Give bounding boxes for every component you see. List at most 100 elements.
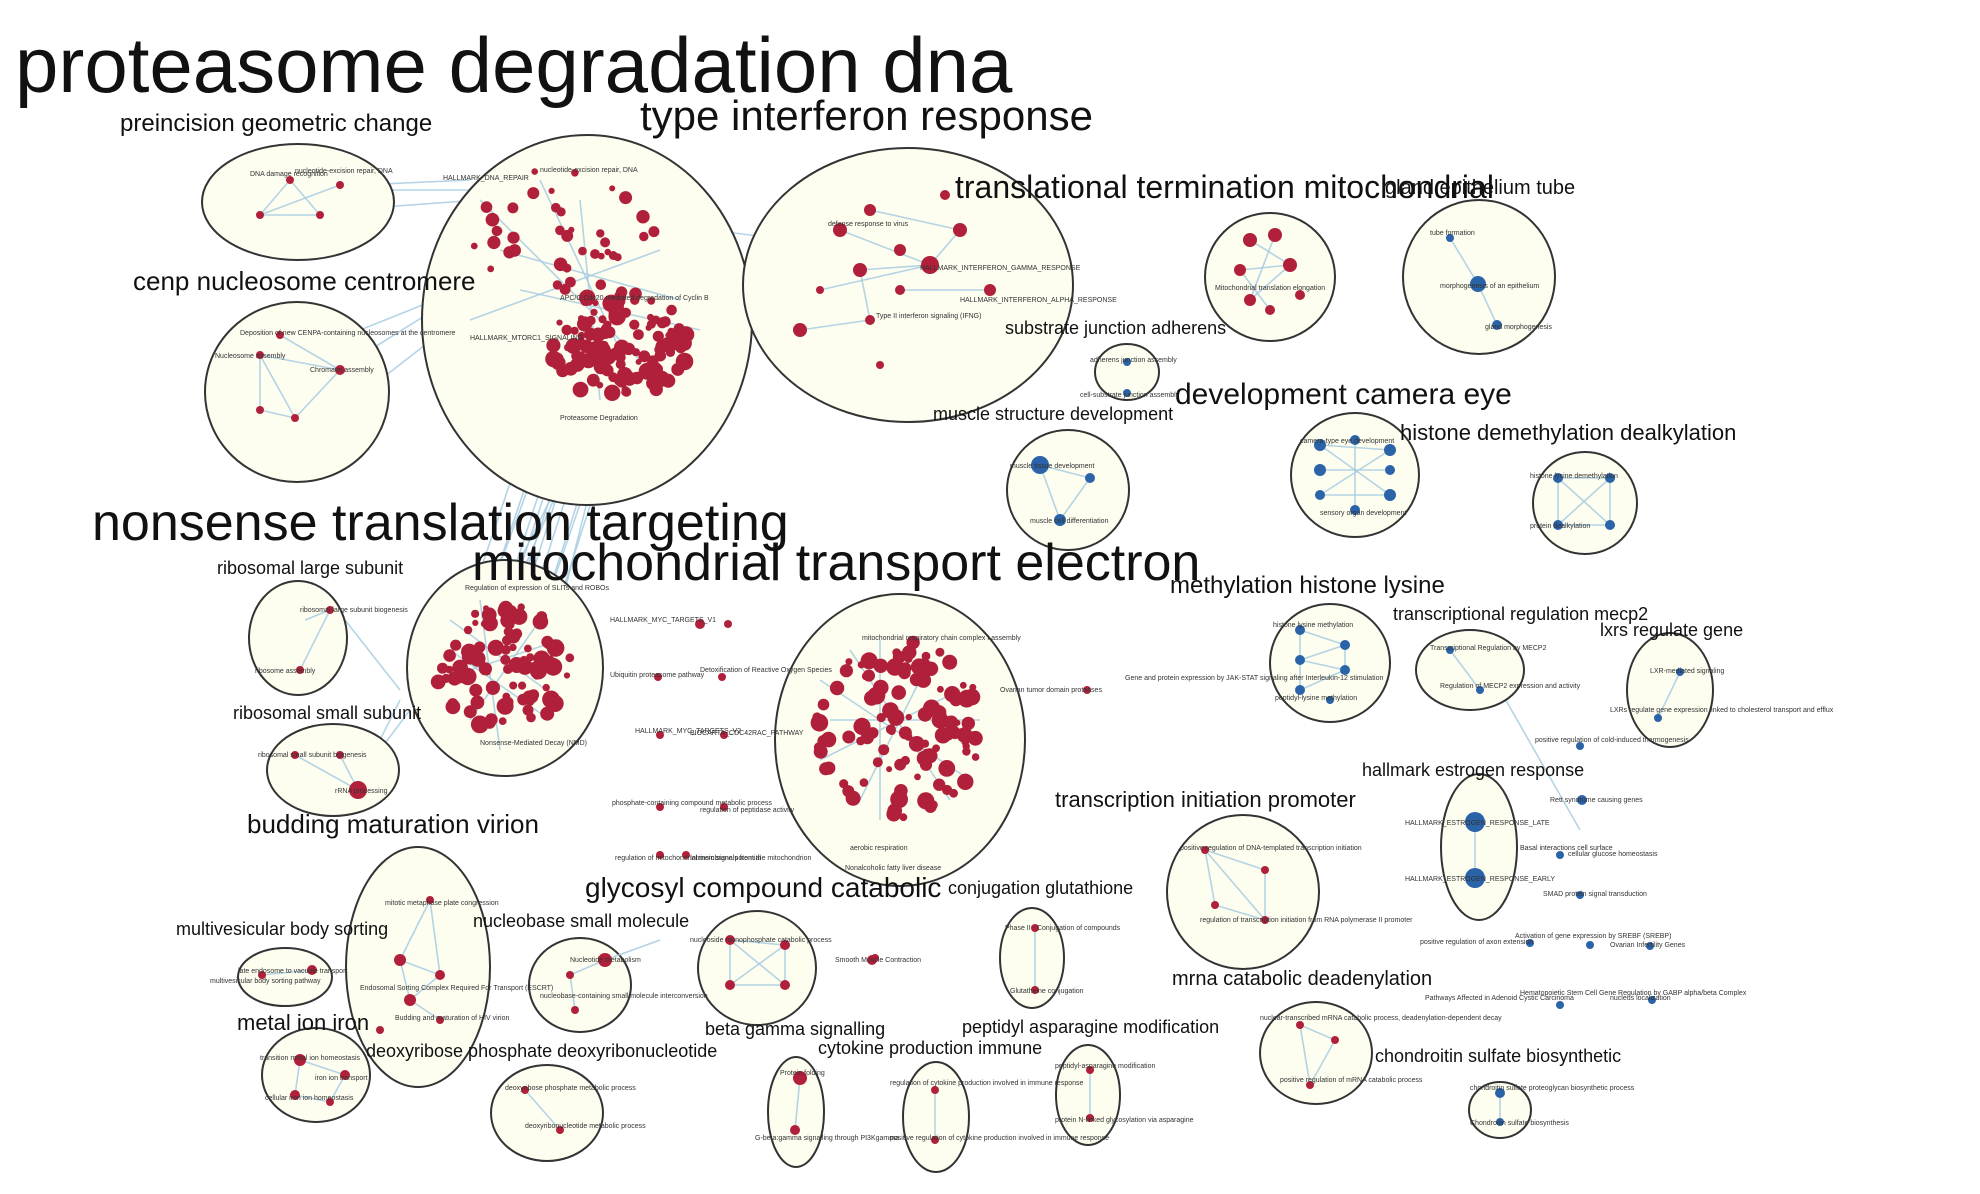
node[interactable] xyxy=(649,382,663,397)
node[interactable] xyxy=(544,657,563,676)
node[interactable] xyxy=(291,751,299,759)
node[interactable] xyxy=(633,329,644,340)
node[interactable] xyxy=(556,207,566,217)
node[interactable] xyxy=(923,699,941,717)
node[interactable] xyxy=(571,169,579,177)
node[interactable] xyxy=(463,705,477,719)
node[interactable] xyxy=(790,1125,800,1135)
node[interactable] xyxy=(503,626,514,637)
node[interactable] xyxy=(1496,1118,1504,1126)
node[interactable] xyxy=(611,298,624,312)
node[interactable] xyxy=(376,1026,384,1034)
node[interactable] xyxy=(507,231,520,244)
node[interactable] xyxy=(871,954,879,962)
node[interactable] xyxy=(561,229,574,242)
node[interactable] xyxy=(500,645,511,655)
node[interactable] xyxy=(933,778,946,791)
node[interactable] xyxy=(639,231,649,242)
node[interactable] xyxy=(1086,1066,1094,1074)
node[interactable] xyxy=(480,201,493,213)
node[interactable] xyxy=(1350,435,1360,445)
cluster-cytokine[interactable] xyxy=(902,1061,970,1173)
node[interactable] xyxy=(845,658,853,666)
node[interactable] xyxy=(923,661,939,676)
node[interactable] xyxy=(816,286,824,294)
cluster-ribosomal-small[interactable] xyxy=(266,723,400,817)
node[interactable] xyxy=(812,712,822,722)
node[interactable] xyxy=(505,620,515,629)
node[interactable] xyxy=(931,1086,939,1094)
node[interactable] xyxy=(1031,986,1039,994)
node[interactable] xyxy=(530,661,538,670)
node[interactable] xyxy=(1340,665,1350,675)
node[interactable] xyxy=(853,263,867,277)
node[interactable] xyxy=(570,326,579,335)
cluster-ribosomal-large[interactable] xyxy=(248,580,348,696)
node[interactable] xyxy=(470,695,485,710)
node[interactable] xyxy=(296,666,304,674)
node[interactable] xyxy=(316,211,324,219)
node[interactable] xyxy=(725,935,735,945)
node[interactable] xyxy=(1553,473,1563,483)
node[interactable] xyxy=(910,641,917,649)
node[interactable] xyxy=(1326,696,1334,704)
node[interactable] xyxy=(894,244,906,256)
node[interactable] xyxy=(876,361,884,369)
node[interactable] xyxy=(1556,1001,1564,1009)
cluster-deoxyribose[interactable] xyxy=(490,1064,604,1162)
node[interactable] xyxy=(464,669,472,676)
node[interactable] xyxy=(565,276,576,288)
node[interactable] xyxy=(910,658,928,675)
node[interactable] xyxy=(586,373,600,387)
node[interactable] xyxy=(532,613,549,630)
cluster-preincision[interactable] xyxy=(201,143,395,261)
node[interactable] xyxy=(631,348,641,357)
node[interactable] xyxy=(579,289,596,306)
node[interactable] xyxy=(718,673,726,681)
node[interactable] xyxy=(471,609,480,618)
node[interactable] xyxy=(971,753,980,761)
node[interactable] xyxy=(546,695,564,712)
node[interactable] xyxy=(813,742,824,753)
node[interactable] xyxy=(648,226,660,238)
node[interactable] xyxy=(507,202,519,214)
node[interactable] xyxy=(615,286,628,298)
node[interactable] xyxy=(1465,868,1485,888)
node[interactable] xyxy=(436,1016,444,1024)
node[interactable] xyxy=(481,607,497,623)
node[interactable] xyxy=(1470,276,1486,292)
node[interactable] xyxy=(1446,646,1454,654)
node[interactable] xyxy=(887,727,896,735)
node[interactable] xyxy=(1211,901,1219,909)
node[interactable] xyxy=(833,223,847,237)
node[interactable] xyxy=(652,330,664,342)
node[interactable] xyxy=(654,673,662,681)
node[interactable] xyxy=(487,265,495,273)
node[interactable] xyxy=(914,773,921,781)
cluster-cenp[interactable] xyxy=(204,301,390,483)
node[interactable] xyxy=(780,980,790,990)
node[interactable] xyxy=(867,686,886,705)
node[interactable] xyxy=(853,717,871,736)
cluster-mecp2[interactable] xyxy=(1415,629,1525,711)
node[interactable] xyxy=(561,324,573,336)
node[interactable] xyxy=(435,970,445,980)
node[interactable] xyxy=(336,181,344,189)
node[interactable] xyxy=(526,653,535,662)
node[interactable] xyxy=(935,647,945,657)
node[interactable] xyxy=(527,187,540,200)
node[interactable] xyxy=(1295,685,1305,695)
node[interactable] xyxy=(866,727,879,739)
node[interactable] xyxy=(663,339,675,351)
node[interactable] xyxy=(839,664,854,678)
node[interactable] xyxy=(892,650,906,664)
node[interactable] xyxy=(463,625,473,635)
node[interactable] xyxy=(619,191,633,205)
node[interactable] xyxy=(1054,514,1066,526)
node[interactable] xyxy=(1465,812,1485,832)
node[interactable] xyxy=(590,308,598,316)
node[interactable] xyxy=(586,315,596,326)
node[interactable] xyxy=(595,279,607,291)
node[interactable] xyxy=(577,315,585,322)
node[interactable] xyxy=(615,359,626,370)
